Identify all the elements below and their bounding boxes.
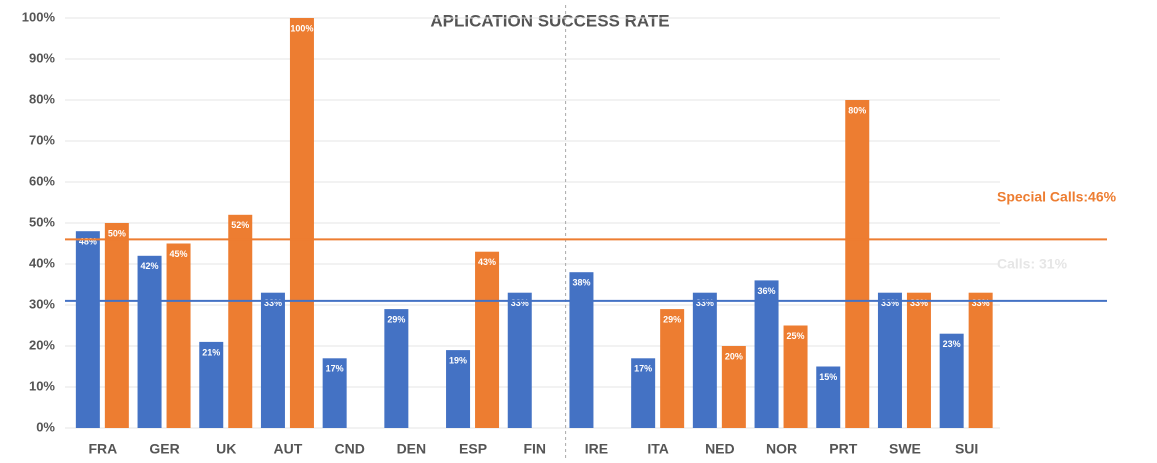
reference-label: Special Calls:46% xyxy=(997,189,1117,205)
bar xyxy=(384,309,409,428)
x-tick-label: SUI xyxy=(955,441,978,457)
bar xyxy=(322,358,347,428)
bar xyxy=(289,18,314,428)
y-tick-label: 90% xyxy=(29,50,55,65)
x-tick-label: NOR xyxy=(766,441,797,457)
bar xyxy=(446,350,471,428)
bar xyxy=(166,243,191,428)
data-label: 25% xyxy=(787,331,805,341)
y-tick-label: 70% xyxy=(29,132,55,147)
y-tick-label: 30% xyxy=(29,296,55,311)
data-label: 19% xyxy=(449,355,467,365)
x-tick-label: FRA xyxy=(88,441,117,457)
y-tick-label: 50% xyxy=(29,214,55,229)
x-tick-label: DEN xyxy=(397,441,427,457)
data-label: 33% xyxy=(910,298,928,308)
data-label: 17% xyxy=(326,364,344,374)
y-tick-label: 40% xyxy=(29,255,55,270)
bar xyxy=(845,100,870,428)
data-label: 29% xyxy=(663,314,681,324)
reference-label: Calls: 31% xyxy=(997,256,1068,272)
x-tick-label: GER xyxy=(149,441,179,457)
x-tick-label: PRT xyxy=(829,441,857,457)
x-tick-label: ITA xyxy=(647,441,669,457)
data-label: 48% xyxy=(79,237,97,247)
data-label: 43% xyxy=(478,257,496,267)
bar xyxy=(507,292,532,428)
x-tick-label: AUT xyxy=(274,441,303,457)
data-label: 52% xyxy=(231,220,249,230)
bar xyxy=(660,309,685,428)
data-label: 38% xyxy=(572,278,590,288)
data-label: 33% xyxy=(511,298,529,308)
data-label: 42% xyxy=(141,261,159,271)
x-tick-label: CND xyxy=(334,441,364,457)
data-label: 33% xyxy=(264,298,282,308)
bar xyxy=(104,223,129,428)
data-label: 33% xyxy=(972,298,990,308)
data-label: 33% xyxy=(881,298,899,308)
y-tick-label: 100% xyxy=(22,9,56,24)
x-tick-label: FIN xyxy=(523,441,546,457)
y-tick-label: 80% xyxy=(29,91,55,106)
bar xyxy=(228,214,253,428)
bar xyxy=(877,292,902,428)
bar xyxy=(137,255,162,428)
bar xyxy=(692,292,717,428)
y-tick-label: 20% xyxy=(29,337,55,352)
data-label: 17% xyxy=(634,364,652,374)
data-label: 29% xyxy=(387,314,405,324)
x-tick-label: UK xyxy=(216,441,236,457)
bar xyxy=(199,341,224,428)
bar xyxy=(260,292,285,428)
bar xyxy=(475,251,500,428)
bar xyxy=(968,292,993,428)
bar xyxy=(721,346,746,428)
y-tick-label: 0% xyxy=(36,419,55,434)
data-label: 36% xyxy=(758,286,776,296)
data-label: 100% xyxy=(290,23,313,33)
bar xyxy=(906,292,931,428)
bar xyxy=(783,325,808,428)
bar xyxy=(754,280,779,428)
data-label: 45% xyxy=(170,249,188,259)
x-tick-label: SWE xyxy=(889,441,921,457)
data-label: 21% xyxy=(202,347,220,357)
bar xyxy=(569,272,594,428)
chart-title: APLICATION SUCCESS RATE xyxy=(430,11,669,30)
y-tick-label: 60% xyxy=(29,173,55,188)
data-label: 80% xyxy=(848,105,866,115)
x-tick-label: ESP xyxy=(459,441,487,457)
y-tick-label: 10% xyxy=(29,378,55,393)
data-label: 15% xyxy=(819,372,837,382)
x-tick-label: IRE xyxy=(585,441,608,457)
bar xyxy=(631,358,656,428)
bar xyxy=(75,231,100,428)
bar xyxy=(816,366,841,428)
data-label: 50% xyxy=(108,228,126,238)
bar xyxy=(939,333,964,428)
data-label: 33% xyxy=(696,298,714,308)
x-tick-label: NED xyxy=(705,441,735,457)
data-label: 20% xyxy=(725,351,743,361)
data-label: 23% xyxy=(943,339,961,349)
